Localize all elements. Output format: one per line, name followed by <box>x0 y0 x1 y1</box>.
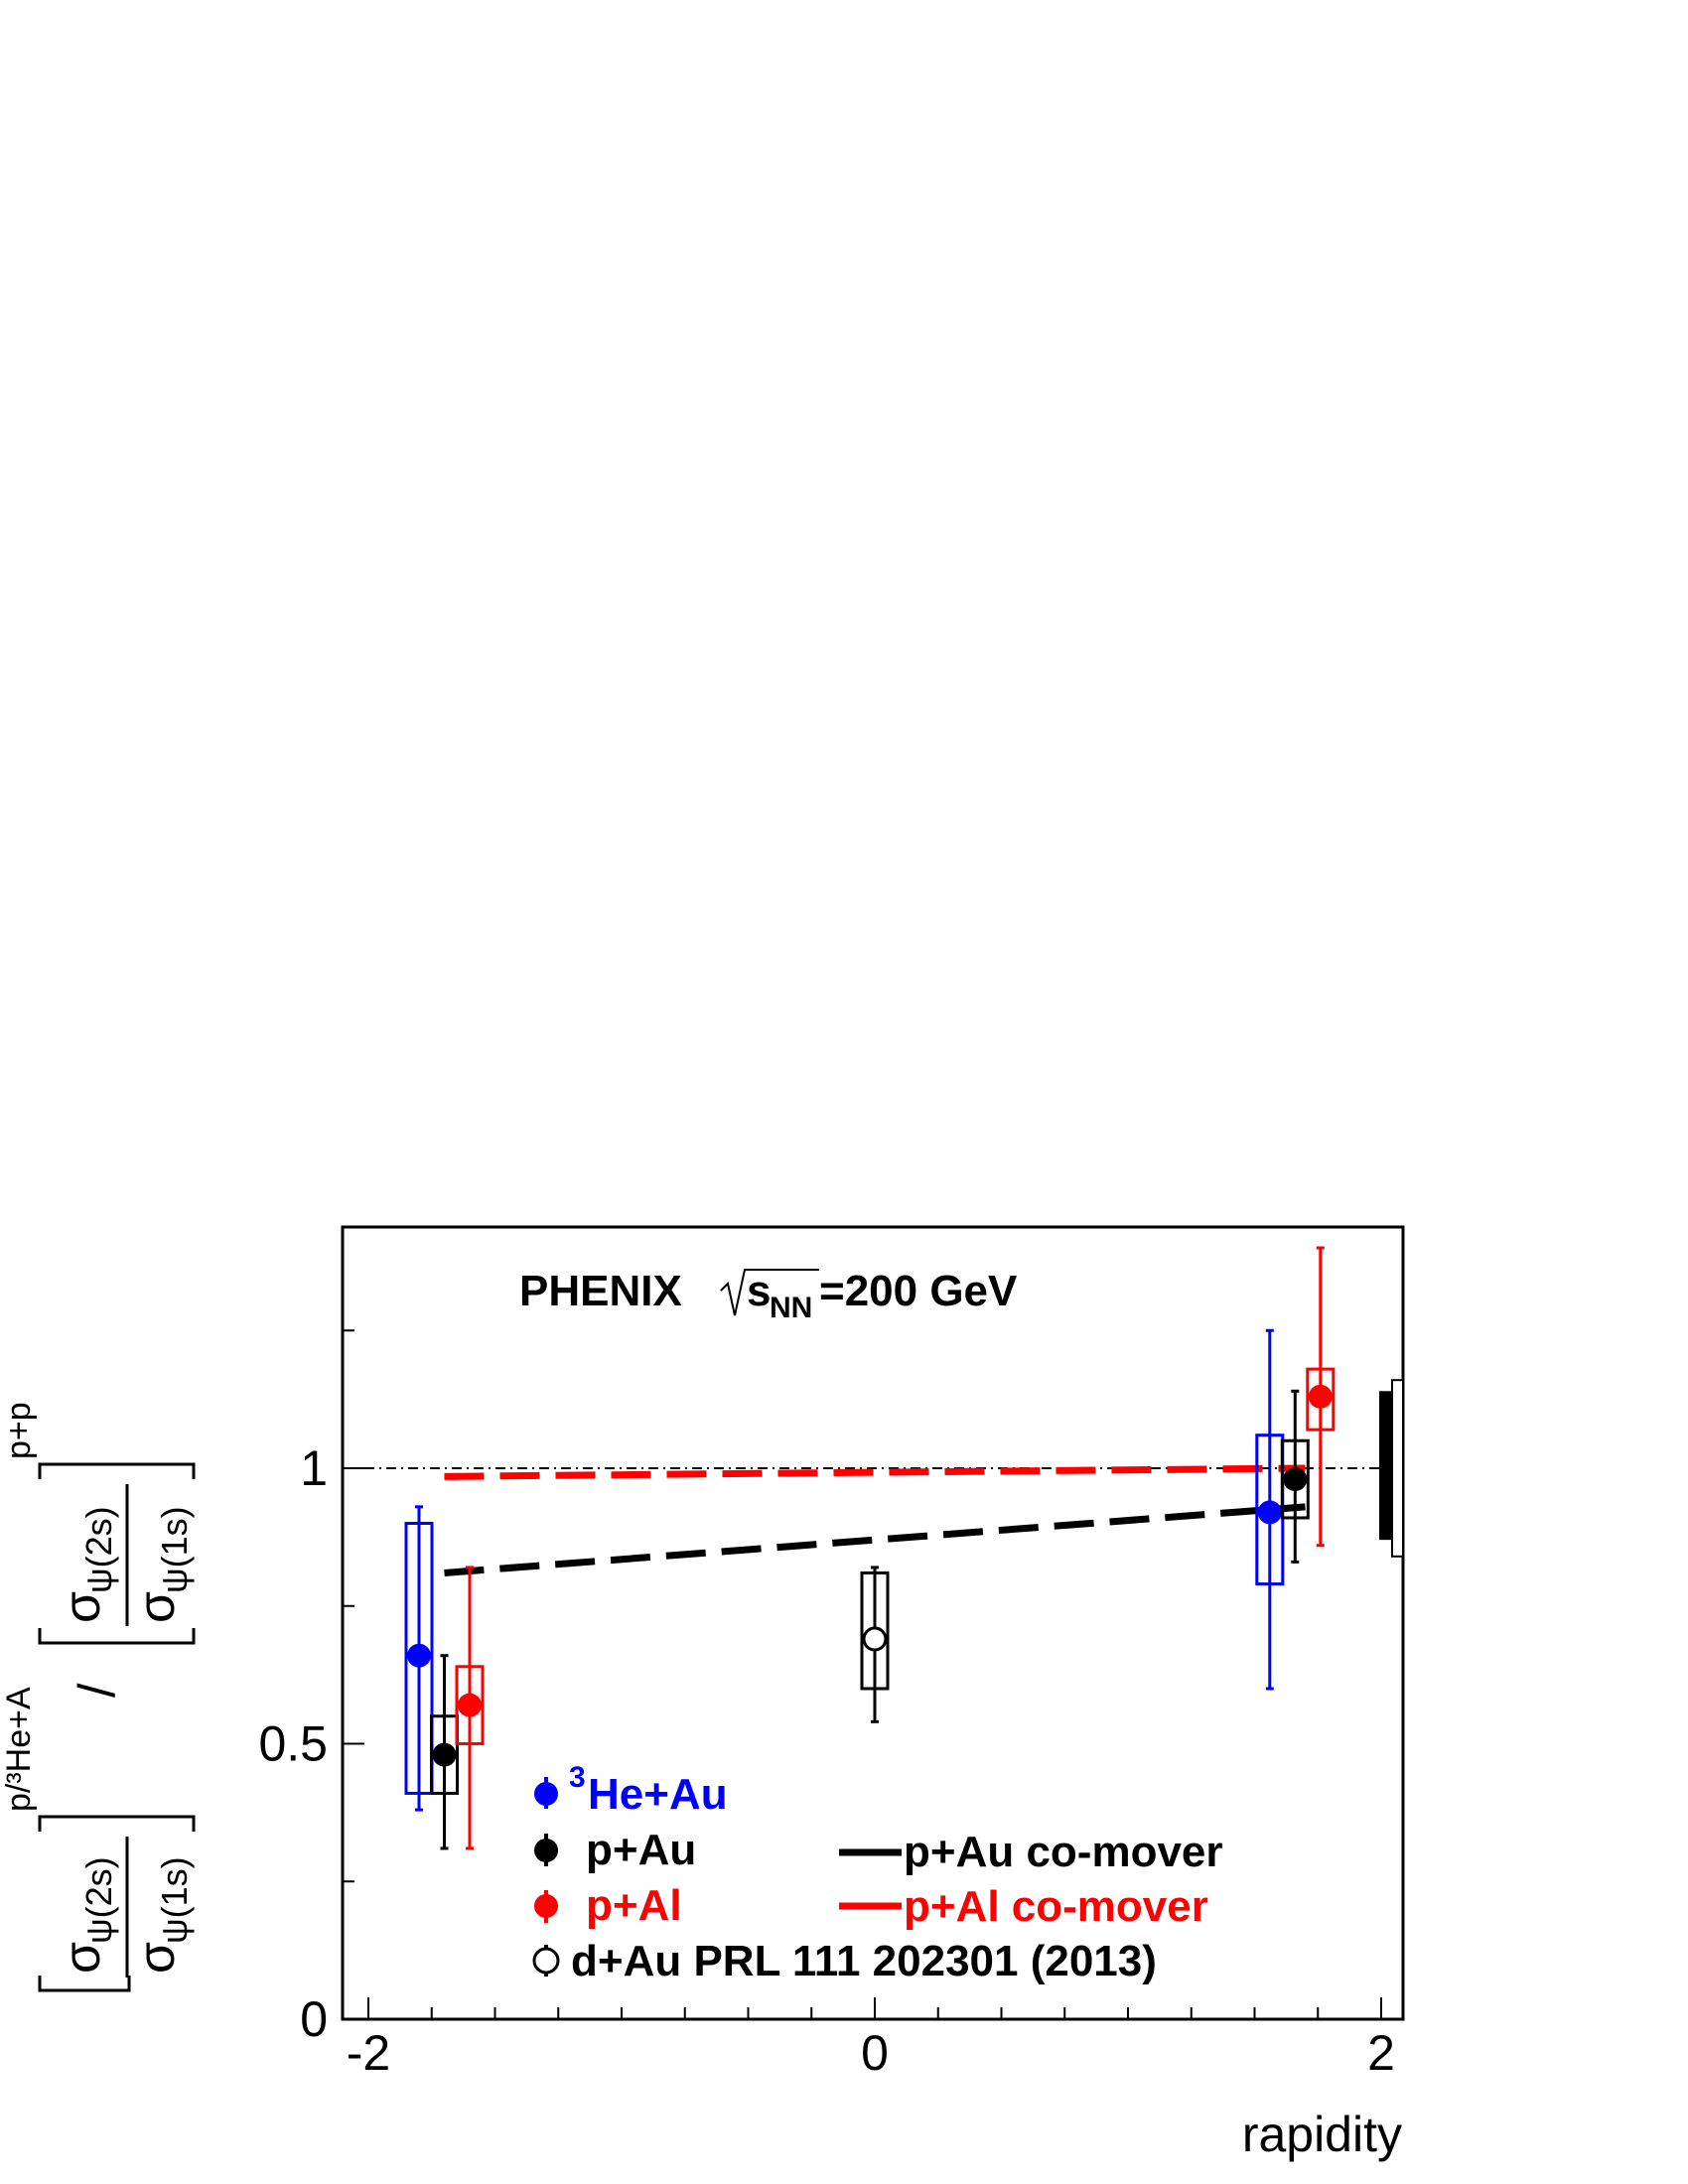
y-label-num-sub-den: ψ(1s) <box>154 1856 195 1944</box>
model-curves <box>444 1464 1306 1576</box>
y-label-den-sigma-den: σ <box>128 1591 186 1623</box>
x-tick-label: 2 <box>1367 2025 1395 2081</box>
data-marker <box>1257 1500 1282 1525</box>
y-label-den-sub-den: ψ(1s) <box>154 1506 195 1593</box>
global-uncertainty-open <box>1391 1379 1404 1558</box>
y-label-num-sigma: σ <box>54 1942 111 1974</box>
legend-entry-pau-comover: p+Au co-mover <box>839 1828 1223 1876</box>
y-label-num-superscript: p/³He+A <box>0 1687 38 1812</box>
y-label-bracket-left-close <box>38 1815 196 1832</box>
plot-frame <box>341 1225 1405 2021</box>
data-points <box>404 1246 1336 1850</box>
y-axis-label: σ ψ(2s) σ ψ(1s) p/³He+A / σ ψ(2s) σ ψ(1s… <box>0 1402 196 1992</box>
legend: 3 He+Au p+Au p+Al d+Au PRL 111 202301 (2… <box>532 1761 1223 1985</box>
y-label-bracket-left-open <box>38 1976 131 1992</box>
legend-entry-pau: p+Au <box>534 1826 696 1874</box>
legend-entry-pal: p+Al <box>534 1881 682 1930</box>
x-tick-label: 0 <box>861 2025 889 2081</box>
x-axis-label: rapidity <box>1242 2107 1402 2162</box>
legend-he3au-superscript: 3 <box>569 1761 586 1794</box>
data-marker <box>458 1693 482 1717</box>
legend-pal-marker <box>534 1894 558 1918</box>
legend-dau-label: d+Au PRL 111 202301 (2013) <box>571 1937 1157 1985</box>
legend-he3au-marker <box>534 1782 558 1806</box>
data-marker <box>1283 1467 1308 1492</box>
global-uncertainty-boxes <box>1379 1379 1404 1558</box>
energy-s: s <box>747 1267 771 1315</box>
data-marker <box>1308 1384 1333 1409</box>
legend-entry-pal-comover: p+Al co-mover <box>839 1882 1208 1931</box>
global-uncertainty-filled <box>1379 1391 1391 1541</box>
y-tick-label: 0.5 <box>258 1716 328 1772</box>
y-label-num-sub: ψ(2s) <box>78 1856 119 1944</box>
data-marker-open <box>862 1626 888 1652</box>
y-label-den-sigma: σ <box>54 1591 111 1623</box>
legend-pal-comover-label: p+Al co-mover <box>904 1882 1208 1931</box>
legend-entry-he3au: 3 He+Au <box>534 1761 728 1819</box>
y-label-den-superscript: p+p <box>0 1402 38 1459</box>
y-label-divider: / <box>69 1683 126 1698</box>
y-label-den-sub: ψ(2s) <box>78 1506 119 1593</box>
energy-subscript: NN <box>770 1292 812 1324</box>
y-label-num-sigma-den: σ <box>128 1942 186 1974</box>
legend-pal-label: p+Al <box>586 1881 682 1930</box>
legend-pau-marker <box>534 1839 558 1862</box>
y-tick-label: 0 <box>300 1991 328 2047</box>
energy-value: =200 GeV <box>819 1267 1018 1315</box>
data-marker <box>432 1742 457 1767</box>
legend-he3au-label: He+Au <box>588 1770 728 1819</box>
energy-label: s NN =200 GeV <box>720 1267 1018 1324</box>
sqrt-symbol <box>720 1269 819 1316</box>
comover-curve <box>444 1464 1306 1480</box>
legend-dau-marker <box>532 1947 560 1975</box>
chart-title: PHENIX <box>519 1267 682 1315</box>
y-label-bracket-right-open <box>38 1628 196 1645</box>
legend-pau-comover-label: p+Au co-mover <box>904 1828 1223 1876</box>
comover-curve <box>444 1503 1306 1576</box>
x-tick-label: -2 <box>347 2025 390 2081</box>
axis-tick-labels: -2 0 2 0 0.5 1 <box>258 1440 1394 2081</box>
legend-pau-label: p+Au <box>586 1826 696 1874</box>
y-tick-label: 1 <box>300 1440 328 1496</box>
data-marker <box>407 1643 431 1668</box>
legend-entry-dau: d+Au PRL 111 202301 (2013) <box>532 1937 1157 1985</box>
y-label-bracket-right-close <box>38 1462 196 1479</box>
